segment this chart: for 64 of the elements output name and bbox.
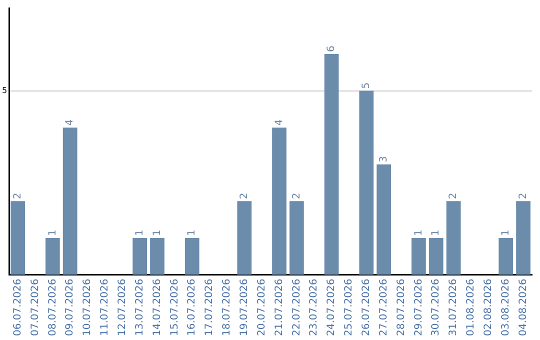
- data-label: 6: [326, 46, 338, 52]
- data-label: 1: [500, 230, 512, 236]
- x-tick-label: 17.07.2026: [204, 278, 216, 336]
- x-tick-label: 14.07.2026: [152, 278, 163, 336]
- x-tick-label: 30.07.2026: [430, 278, 442, 336]
- bar: [272, 128, 286, 275]
- bar: [428, 238, 444, 275]
- x-tick-label: 15.07.2026: [169, 278, 180, 336]
- bar: [132, 238, 148, 275]
- bar: [10, 201, 25, 275]
- x-tick-label: 06.07.2026: [12, 278, 24, 336]
- x-tick-label: 08.07.2026: [47, 278, 58, 336]
- x-tick-label: 27.07.2026: [378, 278, 390, 336]
- bar: [376, 164, 392, 275]
- bar: [290, 201, 304, 275]
- data-label: 4: [64, 119, 76, 126]
- bar: [446, 201, 461, 275]
- x-tick-label: 29.07.2026: [413, 278, 424, 336]
- data-label: 4: [274, 119, 285, 126]
- x-tick-label: 25.07.2026: [344, 278, 355, 336]
- x-tick-label: 13.07.2026: [134, 278, 146, 336]
- data-label: 1: [430, 230, 442, 236]
- data-label: 2: [238, 192, 250, 200]
- data-label: 1: [413, 230, 424, 236]
- x-tick-label: 24.07.2026: [326, 278, 338, 336]
- x-tick-label: 01.08.2026: [466, 278, 477, 336]
- data-label: 1: [152, 230, 163, 236]
- bar: [45, 238, 60, 275]
- x-tick-label: 07.07.2026: [30, 278, 41, 336]
- data-label: 1: [134, 230, 146, 236]
- x-tick-label: 12.07.2026: [116, 278, 128, 336]
- x-tick-label: 10.07.2026: [82, 278, 94, 336]
- bar: [516, 201, 530, 275]
- data-label: 2: [518, 192, 529, 200]
- x-tick-label: 04.08.2026: [518, 278, 529, 336]
- data-label: 3: [378, 156, 390, 162]
- bar: [237, 201, 252, 275]
- x-tick-label: 31.07.2026: [448, 278, 460, 336]
- bar: [412, 238, 426, 275]
- x-tick-label: 20.07.2026: [256, 278, 268, 336]
- x-tick-label: 21.07.2026: [274, 278, 285, 336]
- x-tick-label: 03.08.2026: [500, 278, 512, 336]
- data-label: 1: [186, 230, 198, 236]
- bar: [62, 128, 78, 275]
- x-tick-label: 19.07.2026: [238, 278, 250, 336]
- x-tick-label: 18.07.2026: [222, 278, 233, 336]
- x-tick-label: 02.08.2026: [483, 278, 494, 336]
- x-tick-label: 11.07.2026: [100, 278, 111, 336]
- x-tick-label: 16.07.2026: [186, 278, 198, 336]
- data-label: 1: [47, 230, 58, 236]
- x-tick-label: 22.07.2026: [291, 278, 302, 336]
- x-tick-label: 28.07.2026: [396, 278, 407, 336]
- x-tick-label: 26.07.2026: [361, 278, 372, 336]
- data-label: 2: [12, 192, 24, 200]
- data-label: 2: [291, 192, 302, 200]
- x-tick-label: 09.07.2026: [64, 278, 76, 336]
- bar: [359, 90, 374, 275]
- bar: [498, 238, 514, 275]
- x-tick-label: 23.07.2026: [308, 278, 320, 336]
- data-label: 5: [361, 82, 372, 89]
- data-label: 2: [448, 192, 460, 200]
- bar: [150, 238, 164, 275]
- bar: [324, 54, 339, 275]
- bar: [184, 238, 200, 275]
